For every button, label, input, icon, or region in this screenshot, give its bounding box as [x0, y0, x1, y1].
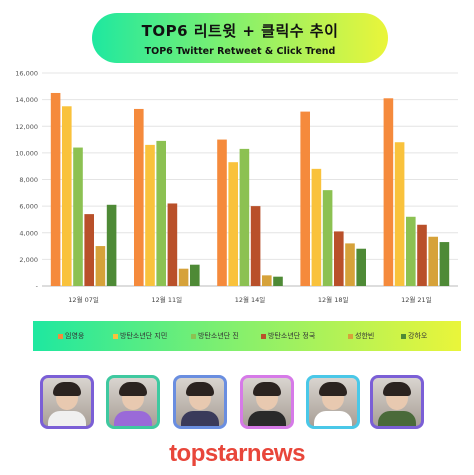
y-tick-label: 6,000	[19, 203, 38, 211]
legend-label: 임영웅	[65, 332, 85, 340]
bar	[239, 148, 250, 286]
legend-label: 방탄소년단 지민	[120, 332, 168, 340]
legend-swatch	[401, 333, 406, 339]
y-tick-label: 2,000	[19, 256, 38, 264]
legend-swatch	[348, 333, 353, 339]
bar	[178, 268, 189, 286]
bar	[417, 224, 427, 286]
artist-photo	[173, 375, 227, 429]
legend-label: 방탄소년단 정국	[268, 332, 316, 340]
bar	[428, 236, 438, 286]
y-tick-label: 16,000	[15, 70, 38, 78]
legend-label: 방탄소년단 진	[198, 332, 239, 340]
bar	[62, 106, 72, 286]
bar	[50, 92, 61, 286]
artist-photo	[40, 375, 94, 429]
y-tick-label: -	[36, 283, 39, 291]
x-tick-label: 12월 21일	[401, 295, 432, 304]
legend-item: 방탄소년단 진	[191, 331, 239, 341]
bar-chart: - 2,000 4,000 6,000 8,000 10,000 12,000 14,000 1…	[15, 70, 458, 304]
chart-title-banner: TOP6 리트윗 + 클릭수 추이 TOP6 Twitter Retweet &…	[92, 13, 388, 63]
y-tick-label: 8,000	[19, 176, 38, 184]
bar	[334, 231, 344, 286]
bar	[394, 142, 405, 286]
bar	[345, 243, 355, 286]
chart-legend: 임영웅 방탄소년단 지민 방탄소년단 진 방탄소년단 정국 성한빈 강하오	[33, 321, 461, 351]
legend-swatch	[113, 333, 118, 339]
bar	[273, 276, 283, 286]
bar	[217, 139, 227, 286]
artist-photo	[370, 375, 424, 429]
x-tick-label: 12월 11일	[152, 295, 183, 304]
legend-swatch	[191, 333, 196, 339]
bar	[356, 248, 366, 286]
chart-title: TOP6 리트윗 + 클릭수 추이	[141, 22, 339, 40]
legend-item: 성한빈	[348, 331, 374, 341]
legend-swatch	[58, 333, 63, 339]
bar	[322, 190, 333, 286]
bar	[84, 214, 94, 286]
bar	[167, 203, 178, 286]
y-tick-label: 10,000	[15, 149, 38, 157]
x-tick-label: 12월 14일	[235, 295, 266, 304]
bar	[406, 216, 416, 286]
legend-item: 임영웅	[58, 331, 84, 341]
legend-item: 강하오	[401, 331, 427, 341]
bar	[73, 147, 83, 286]
bar	[311, 168, 322, 286]
y-tick-label: 14,000	[15, 96, 38, 104]
bar	[145, 144, 155, 286]
bar	[134, 108, 144, 286]
bar	[262, 275, 272, 286]
chart-subtitle: TOP6 Twitter Retweet & Click Trend	[144, 46, 336, 57]
legend-item: 방탄소년단 정국	[261, 331, 315, 341]
bar	[190, 264, 200, 286]
x-tick-label: 12월 18일	[318, 295, 349, 304]
bar	[106, 204, 117, 286]
x-tick-label: 12월 07일	[68, 295, 99, 304]
bar	[300, 111, 310, 286]
y-tick-label: 12,000	[15, 123, 38, 131]
y-tick-label: 4,000	[19, 229, 38, 237]
legend-label: 성한빈	[355, 332, 375, 340]
legend-label: 강하오	[408, 332, 428, 340]
legend-swatch	[261, 333, 266, 339]
artist-photo	[240, 375, 294, 429]
artist-photo	[306, 375, 360, 429]
bar	[383, 98, 394, 286]
bar	[156, 140, 166, 286]
brand-logo: topstarnews	[169, 440, 305, 467]
bar	[250, 206, 261, 286]
bar	[228, 162, 238, 286]
bar	[439, 242, 450, 286]
artist-photo	[106, 375, 160, 429]
bar	[95, 246, 106, 286]
legend-item: 방탄소년단 지민	[113, 331, 167, 341]
